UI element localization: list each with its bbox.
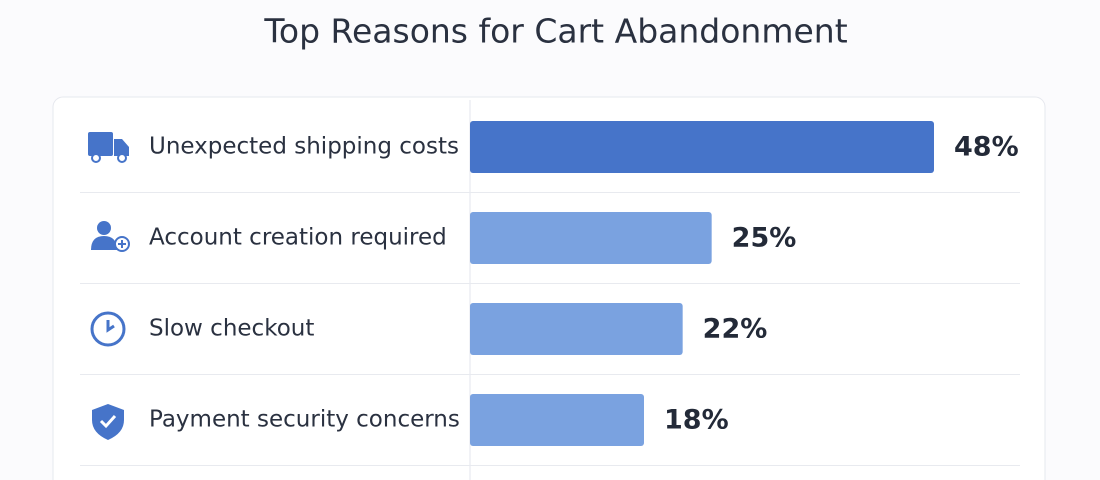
bar — [470, 394, 644, 446]
value-label: 18% — [664, 405, 729, 436]
value-label: 22% — [703, 314, 768, 345]
bar — [470, 212, 712, 264]
user-add-icon — [91, 221, 130, 252]
category-label: Unexpected shipping costs — [149, 134, 459, 160]
clock-icon — [90, 311, 126, 347]
bar — [470, 121, 934, 173]
shield-icon — [92, 404, 124, 440]
value-label: 48% — [954, 132, 1019, 163]
truck-icon — [88, 132, 129, 163]
category-label: Account creation required — [149, 225, 447, 251]
chart-title: Top Reasons for Cart Abandonment — [263, 12, 847, 51]
category-label: Payment security concerns — [149, 407, 460, 433]
value-label: 25% — [732, 223, 797, 254]
category-label: Slow checkout — [149, 316, 314, 342]
bar — [470, 303, 683, 355]
